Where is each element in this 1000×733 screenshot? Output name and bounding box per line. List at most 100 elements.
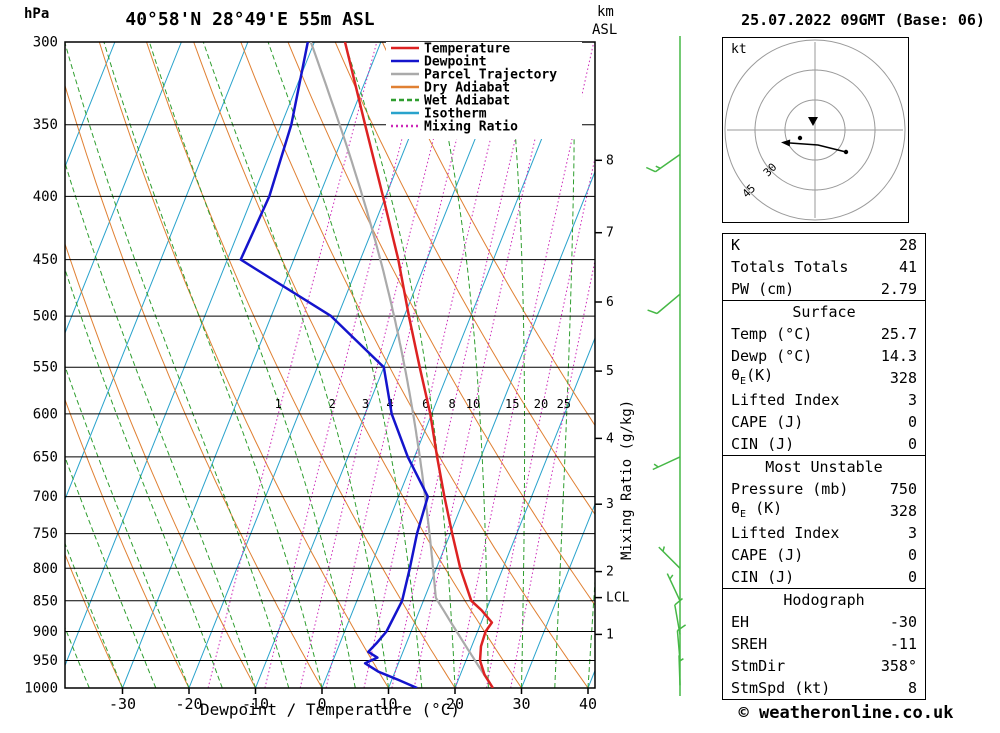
- row-value: 750: [889, 480, 917, 498]
- wind-barbs: [645, 36, 687, 696]
- indices-tables: K 28 Totals Totals 41 PW (cm) 2.79 Surface Temp…: [722, 233, 926, 700]
- svg-text:-30: -30: [109, 695, 136, 713]
- dewpoint-curve: [239, 42, 430, 688]
- table-row: Totals Totals 41: [723, 256, 925, 278]
- station-title: 40°58'N 28°49'E 55m ASL: [125, 9, 375, 30]
- svg-text:20: 20: [446, 695, 464, 713]
- row-value: 0: [907, 435, 917, 453]
- svg-text:Wet Adiabat: Wet Adiabat: [424, 94, 510, 109]
- svg-text:Dry Adiabat: Dry Adiabat: [424, 81, 510, 96]
- table-title: Most Unstable: [765, 458, 883, 476]
- table-row: Dewp (°C) 14.3: [723, 345, 925, 367]
- row-label: Lifted Index: [731, 391, 840, 409]
- row-value: 14.3: [880, 347, 917, 365]
- table-title: Surface: [792, 303, 856, 321]
- hodograph-wind-trace: [789, 142, 847, 153]
- svg-text:10: 10: [379, 695, 397, 713]
- valid-datetime: 25.07.2022 09GMT (Base: 06): [741, 11, 985, 29]
- table-row: K 28: [723, 234, 925, 256]
- hodograph-unit-label: kt: [731, 42, 747, 57]
- plot-border: [64, 41, 596, 689]
- isotherm-lines: [65, 42, 595, 688]
- svg-text:700: 700: [33, 489, 58, 505]
- table-hodograph: Hodograph EH -30 SREH -11 StmDir 358° StmSpd (k…: [722, 588, 926, 700]
- svg-text:350: 350: [33, 117, 58, 133]
- svg-text:LCL: LCL: [606, 591, 630, 606]
- row-value: 358°: [880, 657, 917, 675]
- row-value: 0: [907, 546, 917, 564]
- svg-text:400: 400: [33, 189, 58, 205]
- svg-text:40: 40: [579, 695, 597, 713]
- row-label: θE (K): [731, 498, 783, 520]
- km-axis-ticks: 1 2 3 4 5 6 7 8 LCL: [595, 153, 630, 642]
- svg-text:Temperature: Temperature: [424, 42, 510, 57]
- svg-text:0: 0: [317, 695, 326, 713]
- table-row: θE (K) 328: [723, 499, 925, 522]
- row-value: 3: [907, 524, 917, 542]
- row-value: 328: [889, 369, 917, 387]
- row-label: θE(K): [731, 365, 774, 387]
- table-surface: Surface Temp (°C) 25.7 Dewp (°C) 14.3 θE(K) 32…: [722, 300, 926, 456]
- storm-motion-marker: [808, 117, 818, 126]
- svg-text:6: 6: [606, 295, 614, 310]
- svg-text:4: 4: [606, 431, 614, 446]
- svg-text:850: 850: [33, 593, 58, 609]
- table-row: CAPE (J) 0: [723, 544, 925, 566]
- temperature-tick-labels: -30 -20 -10 0 10 20 30 40: [109, 695, 597, 713]
- table-row: CIN (J) 0: [723, 433, 925, 455]
- table-row: StmSpd (kt) 8: [723, 677, 925, 699]
- temperature-axis-label: Dewpoint / Temperature (°C): [199, 700, 461, 719]
- svg-text:Dewpoint: Dewpoint: [424, 55, 487, 70]
- temperature-ticks: [121, 688, 589, 694]
- row-label: Temp (°C): [731, 325, 813, 343]
- row-value: 0: [907, 568, 917, 586]
- row-value: -11: [889, 635, 917, 653]
- row-label: Dewp (°C): [731, 347, 813, 365]
- svg-text:-10: -10: [242, 695, 269, 713]
- row-value: 328: [889, 502, 917, 520]
- row-label: CAPE (J): [731, 546, 804, 564]
- row-label: K: [731, 236, 741, 254]
- table-most-unstable: Most Unstable Pressure (mb) 750 θE (K) 328 Li…: [722, 455, 926, 589]
- svg-text:3: 3: [606, 497, 614, 512]
- table-indices: K 28 Totals Totals 41 PW (cm) 2.79: [722, 233, 926, 301]
- table-row: EH -30: [723, 611, 925, 633]
- row-value: 3: [907, 391, 917, 409]
- copyright-text: © weatheronline.co.uk: [738, 703, 954, 723]
- pressure-tick-labels: 300 350 400 450 500 550 600 650 700 750 800 850 900 9…: [24, 35, 58, 697]
- svg-text:900: 900: [33, 624, 58, 640]
- table-title: Hodograph: [783, 591, 865, 609]
- svg-text:950: 950: [33, 653, 58, 669]
- svg-text:1: 1: [275, 397, 282, 411]
- row-value: -30: [889, 613, 917, 631]
- svg-text:-20: -20: [175, 695, 202, 713]
- svg-text:25: 25: [557, 397, 571, 411]
- table-row: Pressure (mb) 750: [723, 478, 925, 500]
- row-label: StmSpd (kt): [731, 679, 831, 697]
- row-label: Totals Totals: [731, 258, 849, 276]
- pressure-axis-unit: hPa: [24, 6, 50, 22]
- svg-text:600: 600: [33, 406, 58, 422]
- svg-text:7: 7: [606, 226, 614, 241]
- svg-text:2: 2: [606, 565, 614, 580]
- table-row: CIN (J) 0: [723, 566, 925, 588]
- table-row: PW (cm) 2.79: [723, 278, 925, 300]
- svg-text:8: 8: [448, 397, 455, 411]
- svg-text:450: 450: [33, 252, 58, 268]
- row-label: PW (cm): [731, 280, 795, 298]
- temperature-curve: [343, 42, 494, 688]
- table-row: CAPE (J) 0: [723, 411, 925, 433]
- svg-text:800: 800: [33, 561, 58, 577]
- wind-trace-dots: [797, 135, 849, 155]
- row-value: 8: [907, 679, 917, 697]
- svg-text:300: 300: [33, 35, 58, 51]
- row-label: StmDir: [731, 657, 786, 675]
- svg-text:8: 8: [606, 153, 614, 168]
- row-label: Pressure (mb): [731, 480, 849, 498]
- row-value: 28: [898, 236, 917, 254]
- row-label: EH: [731, 613, 750, 631]
- row-value: 41: [898, 258, 917, 276]
- svg-text:750: 750: [33, 526, 58, 542]
